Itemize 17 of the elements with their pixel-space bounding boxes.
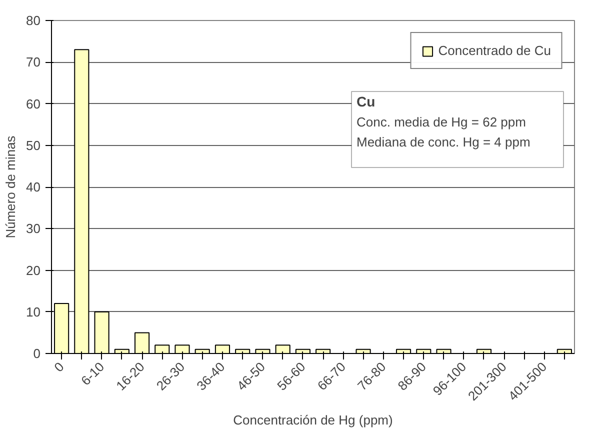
x-tick-label: 0: [51, 359, 67, 375]
y-tick-label: 60: [26, 96, 41, 112]
y-tick-label: 0: [33, 346, 41, 361]
y-tick-label: 20: [26, 262, 41, 278]
annotation: Cu: [356, 94, 376, 110]
y-tick-label: 80: [26, 13, 41, 28]
y-tick-label: 40: [26, 180, 41, 194]
y-tick-label: 50: [26, 138, 41, 153]
y-tick-label: 70: [26, 54, 41, 70]
annotation: Conc. media de Hg = 62 ppm: [356, 114, 526, 130]
x-axis-title: Concentración de Hg (ppm): [233, 412, 393, 428]
y-tick-label: 10: [26, 304, 41, 320]
y-axis-title: Número de minas: [3, 135, 18, 238]
x-tick-label: 6-10: [78, 359, 108, 388]
y-tick-label: 30: [26, 221, 41, 236]
annotation: Mediana de conc. Hg = 4 ppm: [356, 134, 530, 150]
legend-label: Concentrado de Cu: [438, 43, 551, 58]
